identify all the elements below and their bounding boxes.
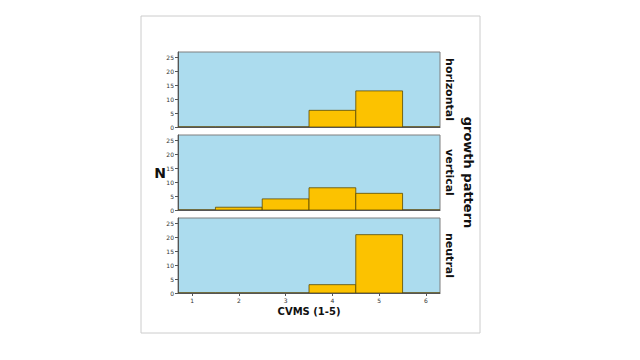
- svg-text:10: 10: [166, 179, 174, 186]
- svg-text:5: 5: [170, 110, 174, 117]
- svg-text:N: N: [154, 165, 166, 181]
- svg-text:10: 10: [166, 96, 174, 103]
- svg-text:0: 0: [170, 290, 174, 297]
- svg-text:5: 5: [170, 193, 174, 200]
- svg-text:20: 20: [166, 151, 174, 158]
- svg-text:20: 20: [166, 234, 174, 241]
- svg-text:vertical: vertical: [443, 149, 456, 196]
- svg-text:0: 0: [170, 124, 174, 131]
- svg-text:15: 15: [166, 165, 174, 172]
- svg-text:25: 25: [166, 220, 174, 227]
- svg-text:25: 25: [166, 137, 174, 144]
- svg-text:2: 2: [237, 297, 241, 304]
- svg-text:6: 6: [424, 297, 428, 304]
- svg-text:5: 5: [170, 276, 174, 283]
- svg-text:neutral: neutral: [443, 233, 456, 278]
- svg-text:20: 20: [166, 68, 174, 75]
- svg-text:15: 15: [166, 82, 174, 89]
- svg-text:CVMS (1-5): CVMS (1-5): [278, 306, 341, 317]
- svg-text:horizontal: horizontal: [443, 58, 456, 121]
- svg-text:5: 5: [377, 297, 381, 304]
- svg-text:10: 10: [166, 262, 174, 269]
- svg-text:4: 4: [330, 297, 334, 304]
- svg-text:0: 0: [170, 207, 174, 214]
- svg-text:growth pattern: growth pattern: [461, 117, 476, 229]
- svg-text:3: 3: [284, 297, 288, 304]
- svg-text:15: 15: [166, 248, 174, 255]
- svg-text:25: 25: [166, 54, 174, 61]
- svg-text:1: 1: [190, 297, 194, 304]
